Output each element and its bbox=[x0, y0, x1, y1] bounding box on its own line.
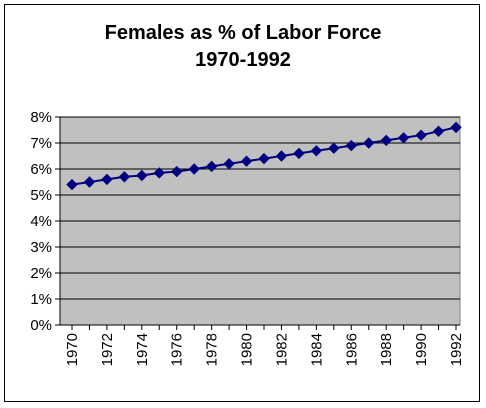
data-point bbox=[171, 165, 183, 178]
x-tick-label: 1972 bbox=[99, 333, 116, 366]
y-tick-label: 4% bbox=[30, 213, 52, 230]
y-tick-label: 6% bbox=[30, 161, 52, 178]
data-point bbox=[380, 134, 392, 147]
y-tick-label: 7% bbox=[30, 135, 52, 152]
data-point bbox=[450, 121, 462, 134]
data-point bbox=[240, 155, 253, 167]
y-tick-label: 1% bbox=[30, 291, 52, 308]
data-point bbox=[136, 169, 148, 182]
x-tick-label: 1974 bbox=[134, 333, 151, 366]
data-point bbox=[293, 147, 305, 160]
y-tick-label: 2% bbox=[30, 265, 52, 282]
x-tick-label: 1970 bbox=[64, 333, 81, 366]
data-point bbox=[258, 152, 270, 165]
chart-subtitle: 1970-1992 bbox=[195, 49, 291, 71]
x-tick-label: 1986 bbox=[343, 333, 360, 366]
data-point bbox=[188, 163, 200, 175]
chart-title: Females as % of Labor Force bbox=[105, 22, 382, 44]
data-point bbox=[223, 158, 235, 170]
data-point bbox=[310, 145, 323, 157]
data-point bbox=[397, 132, 410, 144]
x-tick-label: 1978 bbox=[204, 333, 221, 366]
y-tick-label: 8% bbox=[30, 109, 52, 126]
series bbox=[66, 121, 462, 191]
y-tick-label: 5% bbox=[30, 187, 52, 204]
x-tick-label: 1992 bbox=[448, 333, 465, 366]
x-tick-labels: 1970 1972 1974 1976 1978 1980 1982 1984 1986 1988… bbox=[64, 333, 465, 366]
x-tick-label: 1976 bbox=[169, 333, 186, 366]
data-point bbox=[101, 173, 113, 186]
data-point bbox=[328, 142, 340, 154]
data-point bbox=[83, 176, 96, 188]
axes bbox=[55, 116, 460, 330]
x-tick-label: 1990 bbox=[413, 333, 430, 366]
data-point bbox=[66, 178, 78, 191]
x-tick-label: 1980 bbox=[239, 333, 256, 366]
y-tick-label: 3% bbox=[30, 239, 52, 256]
gridlines bbox=[60, 116, 460, 300]
y-tick-labels: 0% 1% 2% 3% 4% 5% 6% 7% 8% bbox=[30, 109, 52, 334]
data-point bbox=[432, 125, 445, 138]
data-point bbox=[153, 167, 165, 179]
data-point bbox=[275, 150, 288, 162]
data-point bbox=[205, 160, 218, 173]
data-point bbox=[415, 129, 427, 141]
x-tick-label: 1984 bbox=[308, 333, 325, 366]
data-point bbox=[118, 171, 131, 183]
data-point bbox=[345, 139, 357, 152]
x-tick-label: 1988 bbox=[378, 333, 395, 366]
data-point bbox=[363, 137, 375, 149]
x-tick-label: 1982 bbox=[273, 333, 290, 366]
y-tick-label: 0% bbox=[30, 317, 52, 334]
